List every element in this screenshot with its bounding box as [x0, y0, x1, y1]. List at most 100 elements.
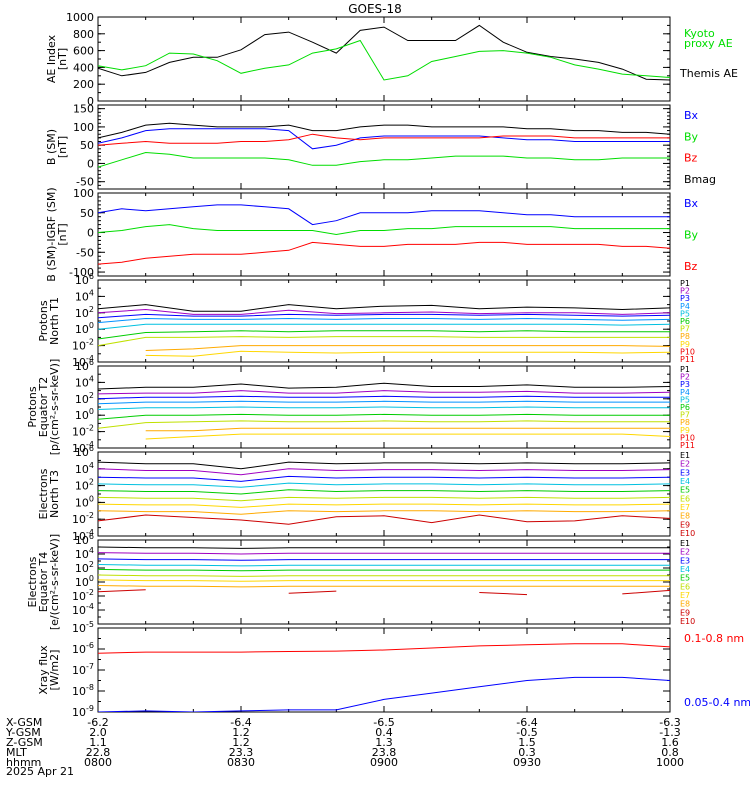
series-line-e9	[98, 514, 670, 525]
tick-exponent: 4	[89, 374, 94, 383]
y-axis-label: [p/(cm²-s-sr-keV)]	[48, 359, 61, 456]
panel-frame	[97, 104, 671, 190]
series-line-e7	[98, 503, 670, 508]
tick-base: 10	[72, 590, 86, 603]
series-line-e1	[98, 546, 670, 549]
tick-exponent: -4	[86, 440, 94, 449]
ephemeris-value: 0800	[84, 756, 112, 769]
series-line-p9	[145, 350, 670, 357]
ephemeris-value: 1.2	[232, 726, 250, 739]
y-axis-label: Equator T4	[37, 552, 50, 612]
series-line-0-05-0-4-nm	[98, 676, 670, 712]
tick-base: 10	[75, 360, 89, 373]
ephemeris-value: 1000	[656, 756, 684, 769]
tick-base: 10	[75, 480, 89, 493]
y-axis-label: Protons	[37, 300, 50, 341]
series-line-p7	[98, 420, 670, 429]
tick-base: 10	[75, 463, 89, 476]
tick-exponent: 2	[89, 391, 94, 400]
tick-exponent: -6	[86, 641, 94, 650]
legend-label: proxy AE	[684, 37, 733, 50]
ephemeris-value: 0930	[513, 756, 541, 769]
tick-base: 10	[72, 530, 86, 543]
y-axis-label: [nT]	[56, 48, 69, 70]
legend-label: E9	[680, 608, 690, 617]
legend-label: P9	[680, 426, 690, 435]
tick-base: 10	[72, 685, 86, 698]
tick-exponent: 0	[89, 321, 94, 330]
tick-base: 10	[75, 496, 89, 509]
ephemeris-value: 0.3	[518, 746, 536, 759]
tick-exponent: -9	[86, 704, 94, 713]
y-tick-label: 106	[75, 532, 94, 547]
legend-label: P9	[680, 340, 690, 349]
tick-base: 10	[75, 376, 89, 389]
series-line-p4	[98, 400, 670, 405]
tick-exponent: 2	[89, 560, 94, 569]
tick-base: 10	[72, 356, 86, 369]
y-tick-label: 10-4	[72, 354, 94, 369]
tick-exponent: -4	[86, 528, 94, 537]
tick-base: 10	[72, 513, 86, 526]
y-tick-label: 0	[87, 227, 94, 240]
series-line-e5	[98, 568, 670, 572]
legend-label: E3	[680, 556, 690, 565]
y-tick-label: 1000	[66, 11, 94, 24]
legend-label: Bz	[684, 260, 698, 273]
tick-base: 10	[72, 643, 86, 656]
tick-exponent: 6	[89, 532, 94, 541]
legend-label: E7	[680, 503, 690, 512]
ephemeris-row-label: Y-GSM	[5, 726, 41, 739]
legend-label: Bx	[684, 109, 699, 122]
legend-label: E10	[680, 617, 695, 626]
tick-exponent: -8	[86, 683, 94, 692]
legend-label: P8	[680, 418, 690, 427]
ephemeris-value: 2.0	[89, 726, 107, 739]
tick-base: 10	[75, 446, 89, 459]
legend-label: Bmag	[684, 173, 716, 186]
y-tick-label: 10-2	[72, 424, 94, 439]
series-line-e4	[98, 482, 670, 488]
ephemeris-value: -1.3	[659, 726, 680, 739]
tick-base: 10	[75, 393, 89, 406]
tick-base: 10	[75, 274, 89, 287]
y-tick-label: 104	[75, 374, 94, 389]
y-tick-label: 10-8	[72, 683, 94, 698]
legend-label: P1	[680, 279, 690, 288]
y-tick-label: -50	[76, 176, 94, 189]
y-axis-label: B (SM)-IGRF (SM)	[45, 187, 58, 281]
legend-label: E6	[680, 582, 690, 591]
series-line-0-1-0-8-nm	[98, 643, 670, 654]
y-tick-label: 10-2	[72, 588, 94, 603]
legend-label: Bz	[684, 152, 698, 165]
ephemeris-value: 0.8	[661, 746, 679, 759]
series-line-p5	[98, 323, 670, 330]
ephemeris-value: 1.6	[661, 736, 679, 749]
tick-exponent: 6	[89, 444, 94, 453]
series-line-bx	[98, 128, 670, 150]
y-axis-label: Equator T2	[37, 377, 50, 437]
y-tick-label: -50	[76, 246, 94, 259]
legend-label: P2	[680, 373, 690, 382]
ephemeris-value: 0900	[370, 756, 398, 769]
legend-label: P2	[680, 287, 690, 296]
tick-base: 10	[75, 290, 89, 303]
series-line-by	[98, 151, 670, 168]
series-line-e7	[98, 579, 670, 582]
ephemeris-value: -6.4	[516, 716, 537, 729]
y-tick-label: 10-4	[72, 440, 94, 455]
series-line-bx	[98, 204, 670, 226]
y-axis-label: [e/(cm²-s-sr-keV)]	[48, 534, 61, 630]
series-line-e9	[98, 589, 670, 596]
legend-label: P1	[680, 365, 690, 374]
y-axis-label: Xray flux	[37, 645, 50, 695]
series-line-bmag	[98, 122, 670, 139]
tick-exponent: -7	[86, 662, 94, 671]
tick-exponent: 4	[89, 546, 94, 555]
panel-frame	[97, 451, 671, 537]
legend-label: P3	[680, 380, 690, 389]
y-tick-label: 10-9	[72, 704, 94, 719]
y-tick-label: 0	[87, 157, 94, 170]
ephemeris-value: 0830	[227, 756, 255, 769]
